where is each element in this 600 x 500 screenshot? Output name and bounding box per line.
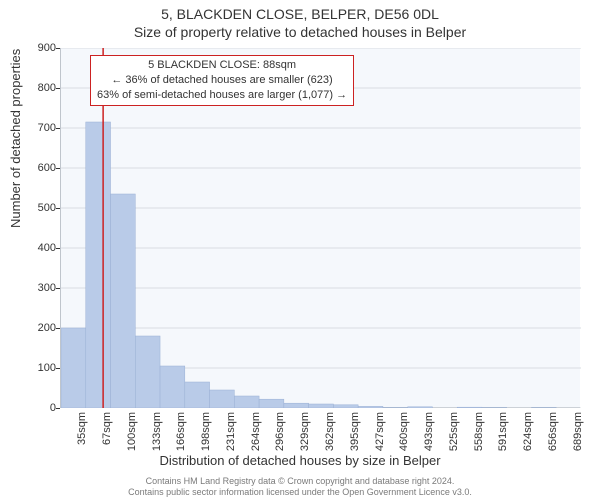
x-tick-label: 166sqm (175, 412, 187, 451)
y-tick-label: 800 (16, 82, 56, 94)
footer-text: Contains HM Land Registry data © Crown c… (0, 476, 600, 499)
x-tick-label: 427sqm (374, 412, 386, 451)
y-tick-label: 200 (16, 322, 56, 334)
y-tick-label: 400 (16, 242, 56, 254)
x-tick-label: 296sqm (274, 412, 286, 451)
annotation-line: 5 BLACKDEN CLOSE: 88sqm (97, 58, 347, 73)
x-tick-label: 198sqm (200, 412, 212, 451)
x-tick-label: 656sqm (547, 412, 559, 451)
bar (408, 407, 433, 408)
footer-line-1: Contains HM Land Registry data © Crown c… (0, 476, 600, 487)
x-tick-label: 35sqm (76, 412, 88, 445)
footer-line-2: Contains public sector information licen… (0, 487, 600, 498)
chart-container: 5, BLACKDEN CLOSE, BELPER, DE56 0DL Size… (0, 0, 600, 500)
bar (210, 390, 235, 408)
y-tick-label: 0 (16, 402, 56, 414)
bar (333, 405, 358, 408)
bar (234, 396, 259, 408)
x-tick-label: 362sqm (324, 412, 336, 451)
y-tick-label: 100 (16, 362, 56, 374)
x-tick-label: 395sqm (349, 412, 361, 451)
x-tick-label: 460sqm (398, 412, 410, 451)
bar (284, 403, 309, 408)
bar (61, 328, 86, 408)
annotation-box: 5 BLACKDEN CLOSE: 88sqm← 36% of detached… (90, 55, 354, 106)
x-tick-label: 493sqm (423, 412, 435, 451)
bar (185, 382, 210, 408)
x-tick-label: 264sqm (250, 412, 262, 451)
y-tick-label: 500 (16, 202, 56, 214)
x-tick-label: 67sqm (101, 412, 113, 445)
x-tick-label: 329sqm (299, 412, 311, 451)
bar (135, 336, 160, 408)
x-tick-label: 100sqm (126, 412, 138, 451)
annotation-line: 63% of semi-detached houses are larger (… (97, 88, 347, 103)
annotation-line: ← 36% of detached houses are smaller (62… (97, 73, 347, 88)
y-tick-label: 700 (16, 122, 56, 134)
bar (309, 404, 334, 408)
x-tick-label: 525sqm (448, 412, 460, 451)
y-tick-label: 300 (16, 282, 56, 294)
bar (111, 194, 136, 408)
bar (86, 122, 111, 408)
y-tick-label: 600 (16, 162, 56, 174)
x-tick-label: 689sqm (572, 412, 584, 451)
x-tick-label: 133sqm (151, 412, 163, 451)
y-tick-label: 900 (16, 42, 56, 54)
x-tick-label: 558sqm (473, 412, 485, 451)
bar (259, 399, 284, 408)
x-tick-label: 591sqm (497, 412, 509, 451)
x-axis-title: Distribution of detached houses by size … (0, 453, 600, 468)
bar (160, 366, 185, 408)
x-tick-label: 231sqm (225, 412, 237, 451)
bar (457, 407, 482, 408)
chart-title-main: 5, BLACKDEN CLOSE, BELPER, DE56 0DL (0, 6, 600, 22)
bar (358, 406, 383, 408)
chart-title-sub: Size of property relative to detached ho… (0, 24, 600, 40)
bars-group (61, 122, 556, 408)
x-tick-label: 624sqm (522, 412, 534, 451)
